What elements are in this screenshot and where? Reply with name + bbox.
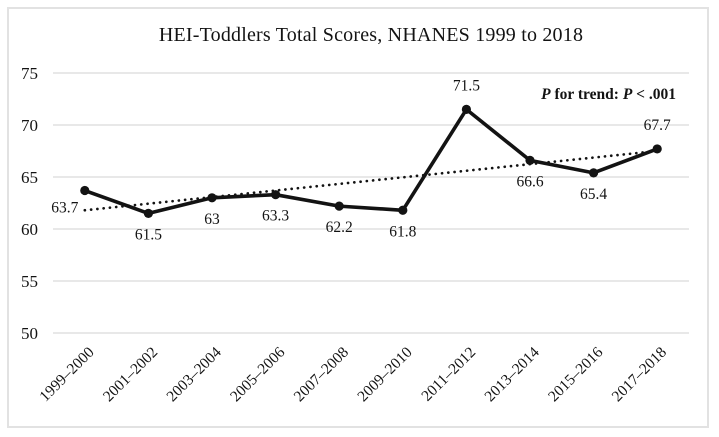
data-point-marker — [207, 193, 217, 203]
data-point-label: 63.3 — [262, 208, 289, 225]
x-axis-tick-label: 2003–2004 — [163, 344, 225, 406]
data-point-label: 61.8 — [389, 223, 416, 240]
data-point-label: 66.6 — [516, 173, 543, 190]
x-axis-tick-label: 2005–2006 — [227, 344, 289, 406]
data-point-label: 63 — [204, 211, 220, 228]
y-axis-tick-label: 60 — [21, 220, 38, 239]
y-axis-tick-label: 70 — [21, 116, 38, 135]
annotation-p-italic-2: P — [622, 86, 633, 103]
data-point-label: 62.2 — [326, 219, 353, 236]
data-point-marker — [271, 190, 281, 200]
x-axis-tick-label: 2015–2016 — [545, 344, 607, 406]
chart-title: HEI-Toddlers Total Scores, NHANES 1999 t… — [158, 24, 584, 46]
y-axis-tick-label: 75 — [21, 64, 38, 83]
annotation-tail-text: < .001 — [632, 86, 676, 103]
y-axis-tick-label: 50 — [21, 324, 38, 343]
data-point-label: 67.7 — [644, 117, 671, 134]
data-point-marker — [80, 185, 90, 196]
data-point-marker — [334, 201, 344, 211]
data-point-marker — [461, 104, 471, 114]
x-axis-tick-label: 2013–2014 — [481, 344, 543, 406]
data-point-marker — [525, 155, 535, 165]
data-point-marker — [652, 144, 662, 154]
y-axis-tick-label: 65 — [21, 168, 38, 187]
series-line — [83, 107, 660, 216]
data-point-label: 65.4 — [580, 186, 607, 203]
trend-line — [83, 149, 659, 212]
y-axis-tick-label: 55 — [21, 272, 38, 291]
annotation-mid-text: for trend: — [550, 86, 623, 103]
data-point-marker — [589, 168, 599, 178]
x-axis-tick-label: 2017–2018 — [609, 344, 671, 406]
data-point-label: 61.5 — [135, 226, 162, 243]
x-axis-tick-label: 2011–2012 — [418, 344, 479, 405]
annotation-p-italic-1: P — [541, 86, 551, 103]
x-axis-tick-label: 2007–2008 — [291, 344, 353, 406]
data-point-label: 63.7 — [51, 200, 78, 217]
data-point-marker — [143, 208, 153, 218]
x-axis-tick-label: 2009–2010 — [354, 344, 416, 406]
data-point-marker — [398, 205, 408, 215]
x-axis-tick-label: 2001–2002 — [100, 344, 161, 405]
x-axis-tick-label: 1999–2000 — [36, 344, 98, 406]
trend-annotation: P for trend: P < .001 — [541, 86, 676, 104]
data-point-label: 71.5 — [453, 77, 480, 94]
